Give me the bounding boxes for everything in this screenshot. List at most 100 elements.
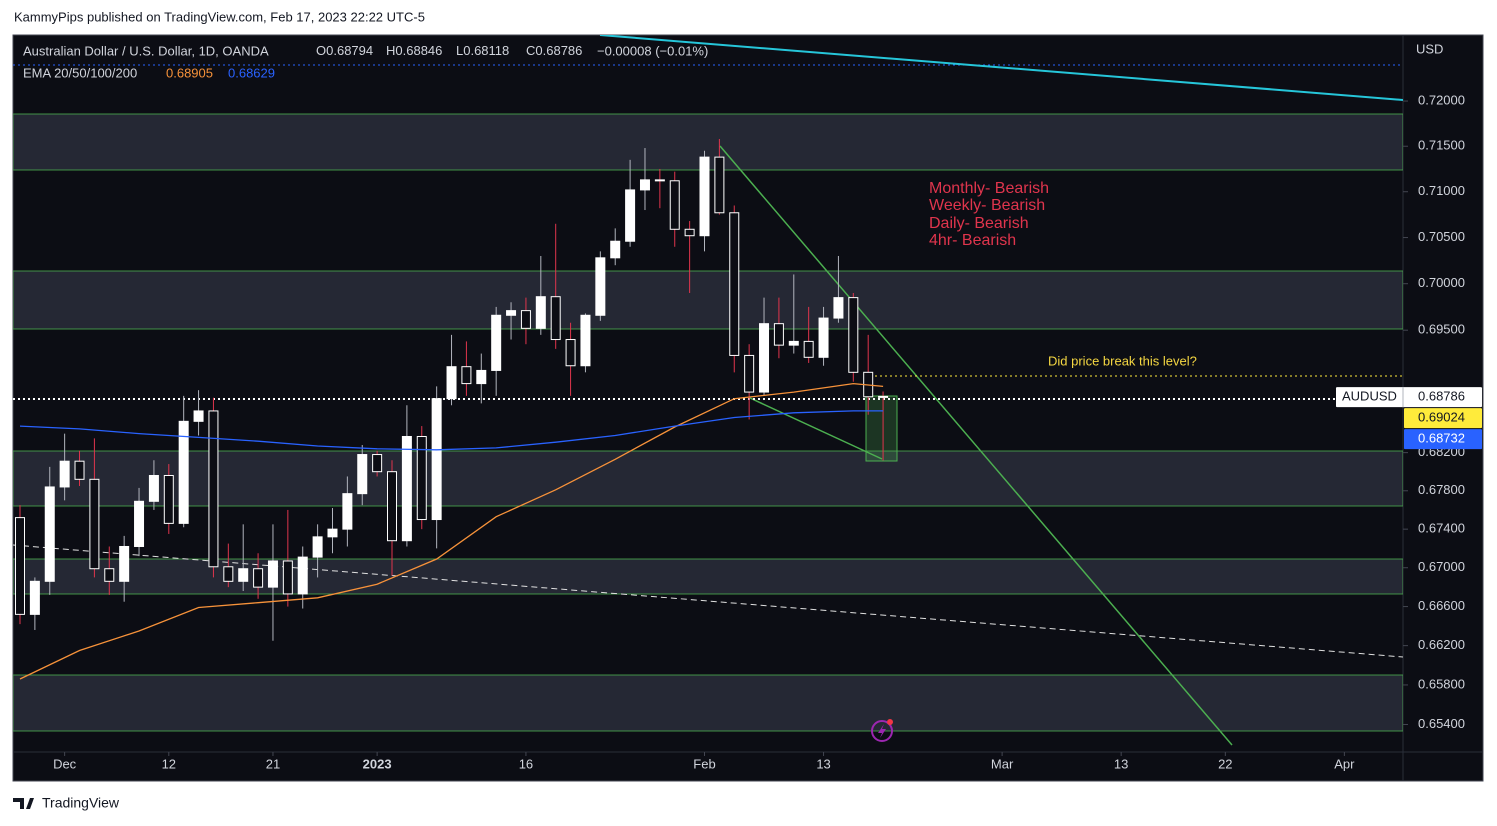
- footer-logo: TradingView: [13, 795, 120, 811]
- candle-body: [565, 339, 576, 367]
- ema-line: [19, 410, 884, 451]
- currency-label: USD: [1416, 41, 1443, 56]
- candle-body: [223, 566, 234, 582]
- x-tick-label: 13: [816, 756, 830, 771]
- candle-body: [476, 369, 487, 385]
- alert-icon-ring[interactable]: [871, 720, 893, 742]
- candle-body: [520, 310, 531, 329]
- alert-icon-dot[interactable]: [887, 719, 893, 725]
- candle-body: [104, 568, 115, 582]
- candle-body: [491, 314, 502, 371]
- zone: [13, 450, 1403, 507]
- symbol-title: Australian Dollar / U.S. Dollar, 1D, OAN…: [23, 43, 269, 58]
- candle-body: [848, 297, 859, 373]
- price-tag: [1404, 408, 1482, 429]
- candle-body: [446, 366, 457, 400]
- price-tag: [1404, 429, 1482, 450]
- candle-body: [669, 180, 680, 230]
- indicator-label: EMA 20/50/100/200: [23, 65, 137, 80]
- zone: [13, 674, 1403, 732]
- candle-body: [595, 257, 606, 316]
- logo-mark: [13, 798, 34, 809]
- indicator-value: 0.68629: [228, 65, 275, 80]
- candle-body: [163, 474, 174, 524]
- y-tick-label: 0.66600: [1418, 598, 1465, 613]
- candle-body: [387, 471, 398, 542]
- candle-body: [208, 410, 219, 568]
- y-tick-label: 0.65800: [1418, 676, 1465, 691]
- x-tick-label: 21: [266, 756, 280, 771]
- candle-body: [178, 420, 189, 524]
- legend-ohlc: O0.68794: [316, 43, 373, 58]
- annotation: 4hr- Bearish: [929, 232, 1016, 249]
- candle-body: [59, 460, 70, 488]
- price-tag-label: AUDUSD: [1342, 389, 1397, 404]
- candle-body: [699, 156, 710, 237]
- candle-body: [729, 212, 740, 356]
- annotation: Monthly- Bearish: [929, 180, 1049, 197]
- annotation: Weekly- Bearish: [929, 197, 1045, 214]
- candle-body: [833, 297, 844, 319]
- candle-body: [639, 179, 650, 191]
- legend-ohlc: L0.68118: [456, 43, 509, 58]
- x-tick-label: 13: [1114, 756, 1128, 771]
- candle-body: [134, 500, 145, 547]
- candle-body: [119, 545, 130, 582]
- alert-icon-bolt[interactable]: [878, 724, 886, 738]
- y-tick-label: 0.67000: [1418, 559, 1465, 574]
- candle-body: [714, 156, 725, 214]
- trend-line: [749, 397, 883, 460]
- y-tick-label: 0.72000: [1418, 92, 1465, 107]
- y-tick-label: 0.69500: [1418, 322, 1465, 337]
- candle-body: [461, 366, 472, 385]
- annotation: Did price break this level?: [1048, 353, 1197, 368]
- candle-body: [550, 296, 561, 341]
- legend-change: −0.00008 (−0.01%): [597, 43, 708, 58]
- y-tick-label: 0.71000: [1418, 183, 1465, 198]
- candle-body: [580, 314, 591, 367]
- candle-body: [238, 568, 249, 582]
- candle-body: [372, 454, 383, 473]
- candle-body: [253, 568, 264, 588]
- x-tick-label: 22: [1218, 756, 1232, 771]
- bias-notes: Monthly- Bearish Weekly- Bearish Daily- …: [929, 180, 1049, 249]
- candle-body: [148, 474, 159, 502]
- legend-ohlc: C0.68786: [526, 43, 582, 58]
- trend-line: [719, 145, 1233, 746]
- candle-body: [357, 454, 368, 495]
- price-tag-value: 0.69024: [1418, 410, 1465, 425]
- price-tag: [1336, 387, 1482, 408]
- x-tick-label: 12: [162, 756, 176, 771]
- candle-body: [267, 560, 278, 588]
- trend-line: [13, 544, 1403, 658]
- candle-body: [29, 580, 40, 615]
- x-tick-label: Mar: [991, 756, 1014, 771]
- candle-body: [759, 323, 770, 393]
- candle-body: [74, 460, 85, 480]
- brand: TradingView: [42, 795, 120, 811]
- y-tick-label: 0.70000: [1418, 275, 1465, 290]
- price-tag-value: 0.68732: [1418, 431, 1465, 446]
- highlight-box: [865, 395, 898, 462]
- candle-body: [416, 435, 427, 521]
- candle-body: [14, 517, 25, 615]
- candle-body: [89, 478, 100, 570]
- alert-icon[interactable]: [871, 719, 893, 742]
- y-tick-label: 0.66200: [1418, 637, 1465, 652]
- candle-body: [773, 323, 784, 346]
- series-layer: [14, 138, 889, 680]
- candle-body: [401, 435, 412, 542]
- candle-body: [312, 536, 323, 558]
- candle-body: [803, 340, 814, 358]
- candle-body: [327, 528, 338, 538]
- candle-body: [878, 395, 889, 398]
- zone: [13, 270, 1403, 330]
- zone: [13, 558, 1403, 595]
- x-tick-label: 2023: [363, 756, 392, 771]
- y-tick-label: 0.71500: [1418, 138, 1465, 153]
- indicator-value: 0.68905: [166, 65, 213, 80]
- candle-body: [44, 486, 55, 582]
- candle-body: [818, 317, 829, 358]
- ema-line: [19, 382, 884, 680]
- x-tick-label: Dec: [53, 756, 77, 771]
